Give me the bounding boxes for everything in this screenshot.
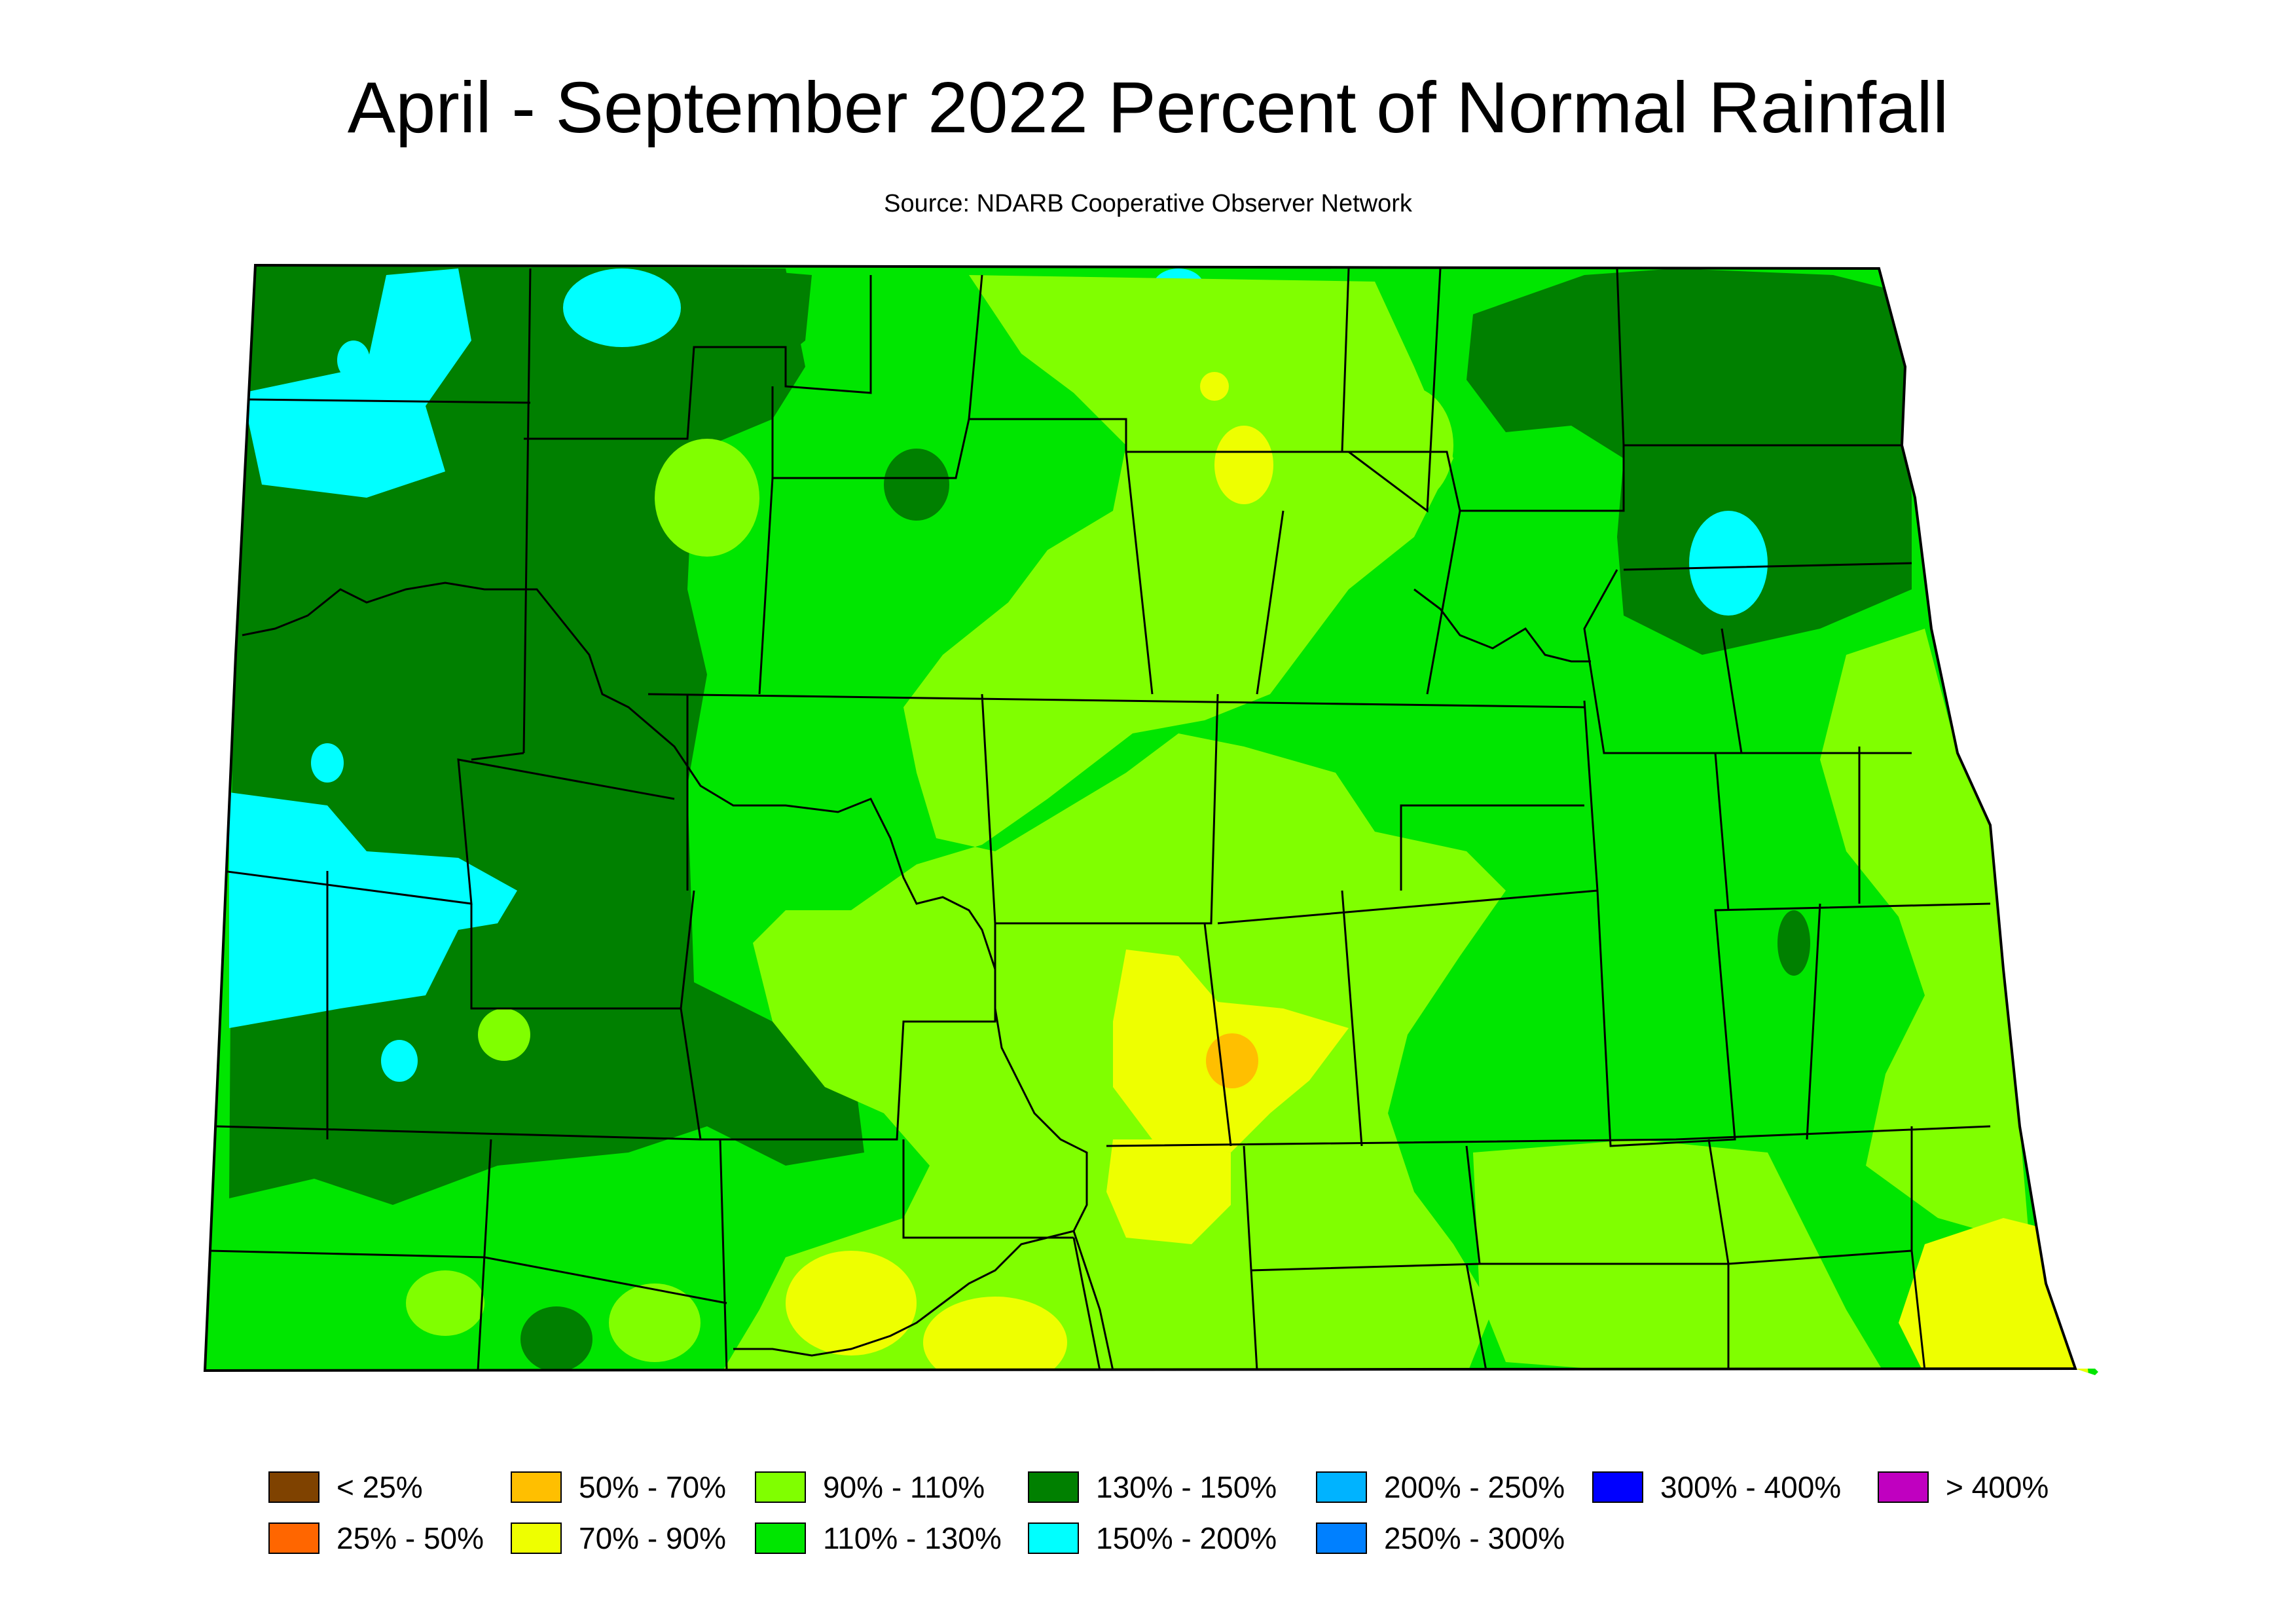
zone-50-70 bbox=[1206, 1033, 1258, 1088]
zone-90-110-southwest bbox=[609, 1283, 701, 1362]
zone-90-110-northwest bbox=[655, 439, 759, 557]
zone-150-200-north bbox=[563, 268, 681, 347]
zone-130-150-northeast bbox=[1467, 268, 1912, 655]
state-outline bbox=[203, 263, 2077, 1373]
zone-150-200-spot-4 bbox=[376, 403, 409, 449]
zone-90-110-south bbox=[406, 1270, 484, 1336]
zone-70-90-south bbox=[923, 1297, 1067, 1375]
zone-70-90-north-spot bbox=[1200, 372, 1229, 401]
zone-150-200-spot-3 bbox=[311, 743, 344, 783]
zone-150-200-west bbox=[229, 792, 517, 1028]
zone-150-200-northwest bbox=[242, 268, 471, 498]
county-lines bbox=[209, 268, 1991, 1371]
zone-90-110-west bbox=[478, 1008, 530, 1061]
zone-150-200-spot-5 bbox=[337, 341, 370, 380]
zone-150-200-northeast bbox=[1689, 511, 1768, 616]
zone-90-110-north-east bbox=[1362, 386, 1453, 504]
zone-130-150-north bbox=[733, 268, 812, 367]
rainfall-zones bbox=[205, 265, 2098, 1375]
zone-70-90-north bbox=[1214, 426, 1273, 504]
zone-90-110-central bbox=[720, 275, 1506, 1375]
zone-130-150-south bbox=[520, 1306, 592, 1372]
map-title: April - September 2022 Percent of Normal… bbox=[347, 67, 1949, 148]
zone-130-150-spot-1 bbox=[884, 449, 949, 521]
source-note: Source: NDARB Cooperative Observer Netwo… bbox=[884, 190, 1412, 217]
zone-90-110-southeast bbox=[1473, 1139, 1886, 1375]
zone-130-150-spot-3 bbox=[1777, 910, 1810, 976]
zone-70-90-south-central bbox=[1106, 1139, 1231, 1244]
zone-90-110-east bbox=[1820, 629, 2030, 1244]
zone-150-200-spot-2 bbox=[381, 1040, 418, 1082]
zone-70-90-southwest bbox=[786, 1251, 917, 1356]
